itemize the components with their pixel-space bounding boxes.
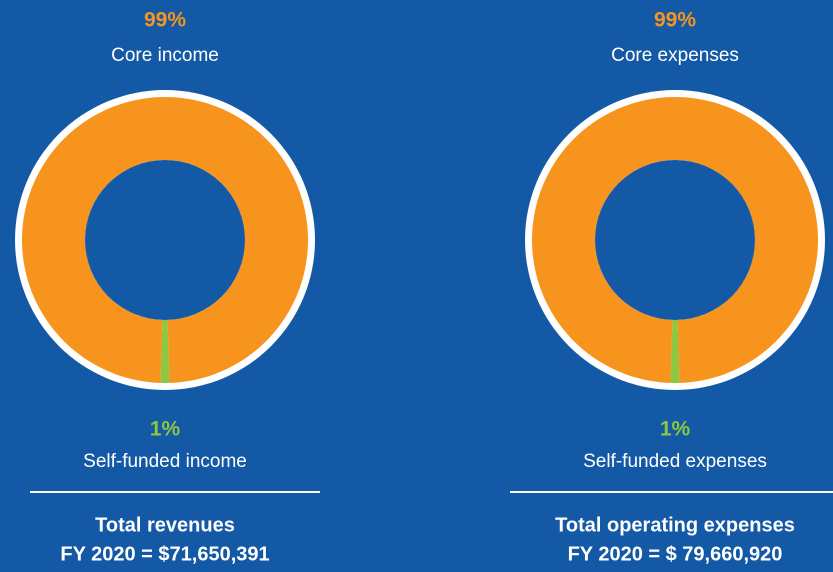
donut-hole — [85, 160, 245, 320]
footer-text: Total operating expenses — [555, 514, 795, 536]
value-label: 99% — [654, 9, 696, 32]
donut-slice — [160, 319, 170, 384]
donut-slice — [531, 97, 818, 383]
category-label: Self-funded expenses — [583, 451, 767, 472]
category-label: Core income — [111, 45, 219, 66]
value-label: 99% — [144, 9, 186, 32]
donut-hole — [595, 160, 755, 320]
value-label: 1% — [660, 418, 691, 441]
footer-text: FY 2020 = $71,650,391 — [60, 543, 269, 565]
category-label: Self-funded income — [83, 451, 247, 472]
footer-text: FY 2020 = $ 79,660,920 — [568, 543, 783, 565]
donut-slice — [670, 319, 680, 384]
value-label: 1% — [150, 418, 181, 441]
category-label: Core expenses — [611, 45, 739, 66]
footer-text: Total revenues — [95, 514, 235, 536]
donut-slice — [22, 97, 309, 383]
